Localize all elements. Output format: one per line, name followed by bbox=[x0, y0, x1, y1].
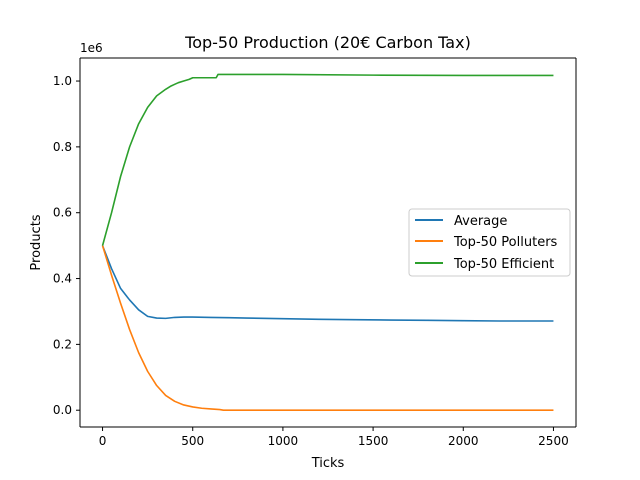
y-tick-label: 0.8 bbox=[53, 140, 72, 154]
y-axis-multiplier: 1e6 bbox=[80, 41, 103, 55]
series-layer bbox=[101, 73, 554, 412]
x-tick-label: 1000 bbox=[268, 434, 299, 448]
legend-label-top-50-polluters: Top-50 Polluters bbox=[453, 235, 558, 250]
legend-box bbox=[408, 208, 571, 277]
plot-spines bbox=[79, 57, 577, 428]
legend: Average Top-50 Polluters Top-50 Efficien… bbox=[408, 208, 571, 277]
x-axis-ticks: 0 500 1000 1500 2000 2500 bbox=[99, 427, 569, 448]
x-tick-label: 2500 bbox=[538, 434, 569, 448]
x-tick-label: 2000 bbox=[448, 434, 479, 448]
series-line-average bbox=[101, 245, 554, 322]
y-axis-label: Products bbox=[29, 214, 44, 270]
legend-label-top-50-efficient: Top-50 Efficient bbox=[453, 257, 554, 272]
x-tick-label: 0 bbox=[99, 434, 107, 448]
y-tick-label: 0.6 bbox=[53, 206, 72, 220]
x-tick-label: 500 bbox=[181, 434, 204, 448]
y-tick-label: 0.0 bbox=[53, 403, 72, 417]
x-axis-label: Ticks bbox=[311, 456, 345, 471]
y-tick-label: 1.0 bbox=[53, 74, 72, 88]
series-line-top-50-polluters bbox=[101, 245, 554, 412]
legend-label-average: Average bbox=[454, 214, 507, 229]
series-line-top-50-efficient bbox=[101, 73, 554, 246]
y-tick-label: 0.2 bbox=[53, 337, 72, 351]
chart-title: Top-50 Production (20€ Carbon Tax) bbox=[184, 33, 471, 52]
y-tick-label: 0.4 bbox=[53, 272, 72, 286]
x-tick-label: 1500 bbox=[358, 434, 389, 448]
y-axis-ticks: 0.0 0.2 0.4 0.6 0.8 1.0 bbox=[53, 74, 80, 417]
